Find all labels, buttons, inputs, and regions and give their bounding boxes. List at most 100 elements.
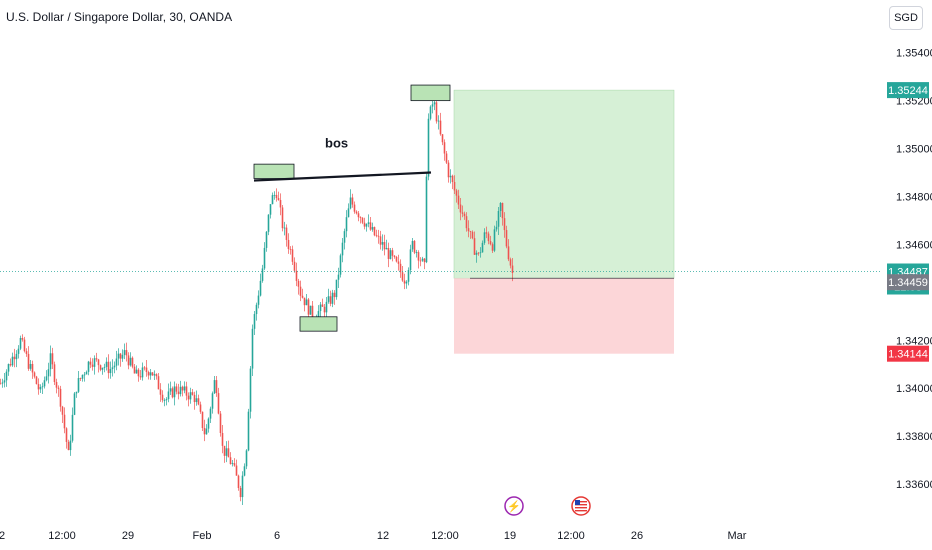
candle-body — [213, 380, 216, 394]
y-tick-label: 1.35000 — [896, 144, 932, 156]
candle-body — [209, 408, 212, 419]
candle-body — [265, 231, 268, 248]
candle-body — [139, 376, 142, 378]
candle-body — [283, 227, 286, 229]
candle-body — [457, 195, 460, 205]
candle-body — [401, 272, 404, 281]
candle-body — [421, 258, 424, 261]
candle-body — [155, 374, 158, 377]
candle-body — [135, 369, 138, 374]
candle-body — [169, 388, 172, 392]
candle-body — [207, 418, 210, 429]
candle-body — [249, 368, 252, 412]
candle-body — [347, 208, 350, 218]
candle-body — [189, 392, 192, 400]
bos-line[interactable] — [253, 171, 432, 182]
candle-body — [369, 222, 372, 230]
candle-body — [275, 194, 278, 199]
candle-body — [57, 387, 60, 389]
price-badge-label: 1.34144 — [888, 349, 928, 361]
candle-body — [237, 475, 240, 489]
candle-body — [59, 388, 62, 407]
candle-body — [215, 380, 218, 394]
candle-body — [39, 386, 42, 390]
candle-body — [89, 361, 92, 365]
lightning-event-icon[interactable] — [504, 496, 524, 516]
candle-body — [373, 227, 376, 236]
swing-low-box[interactable] — [299, 316, 338, 332]
candle-body — [425, 176, 428, 263]
candle-body — [191, 392, 194, 395]
candle-body — [87, 361, 90, 372]
candle-body — [219, 413, 222, 433]
candle-body — [83, 374, 86, 376]
profit-zone[interactable] — [453, 89, 675, 279]
currency-button[interactable]: SGD — [889, 6, 923, 30]
candle-body — [85, 371, 88, 375]
candle-body — [323, 306, 326, 313]
candle-body — [131, 357, 134, 367]
candle-body — [435, 102, 438, 122]
candle-body — [141, 367, 144, 378]
candle-body — [475, 252, 478, 255]
candle-body — [91, 364, 94, 367]
candle-body — [117, 353, 120, 359]
candle-body — [489, 241, 492, 245]
candle-body — [257, 295, 260, 305]
candle-body — [119, 353, 122, 359]
candle-body — [125, 350, 128, 356]
candle-body — [51, 353, 54, 365]
x-tick-label: 6 — [274, 530, 280, 542]
candle-body — [163, 400, 166, 401]
candle-body — [101, 367, 104, 370]
candle-body — [27, 353, 30, 369]
candle-body — [15, 353, 18, 360]
candle-body — [23, 339, 26, 352]
candle-body — [31, 363, 34, 373]
candle-body — [415, 252, 418, 253]
price-badge — [887, 274, 929, 291]
candle-body — [263, 247, 266, 269]
swing-high-box[interactable] — [253, 163, 295, 179]
candle-body — [123, 350, 126, 355]
candle-body — [5, 371, 8, 381]
candle-body — [95, 358, 98, 360]
candle-body — [485, 232, 488, 234]
candle-body — [413, 240, 416, 253]
flag-stripe — [575, 501, 587, 503]
candle-body — [285, 227, 288, 240]
candle-body — [391, 250, 394, 256]
candle-body — [371, 227, 374, 230]
us-flag-event-icon[interactable] — [571, 496, 591, 516]
candle-body — [349, 197, 352, 209]
candle-body — [507, 246, 510, 260]
candle-body — [439, 120, 442, 135]
candle-body — [345, 217, 348, 232]
y-tick-label: 1.34800 — [896, 191, 932, 203]
candle-body — [377, 235, 380, 237]
candle-body — [311, 305, 314, 320]
candle-body — [115, 358, 118, 366]
candle-body — [333, 292, 336, 298]
x-tick-label: 2 — [0, 530, 5, 542]
candle-body — [65, 428, 68, 442]
time-axis: 2 12:00 29 Feb 6 12 12:00 19 12:00 26 Mar — [0, 530, 747, 542]
candle-body — [319, 304, 322, 312]
candle-body — [339, 255, 342, 275]
candle-body — [495, 226, 498, 230]
candle-body — [79, 378, 82, 379]
x-tick-label: 12:00 — [431, 530, 459, 542]
candle-body — [277, 198, 280, 201]
candle-body — [441, 134, 444, 143]
loss-zone[interactable] — [454, 278, 674, 354]
flag-stripe — [575, 504, 587, 506]
candle-body — [105, 361, 108, 367]
candle-body — [353, 204, 356, 212]
flag-stripe — [575, 510, 587, 512]
candle-body — [143, 367, 146, 369]
top-box[interactable] — [410, 84, 451, 102]
candle-body — [497, 211, 500, 227]
candle-body — [325, 301, 328, 313]
candle-body — [409, 249, 412, 270]
